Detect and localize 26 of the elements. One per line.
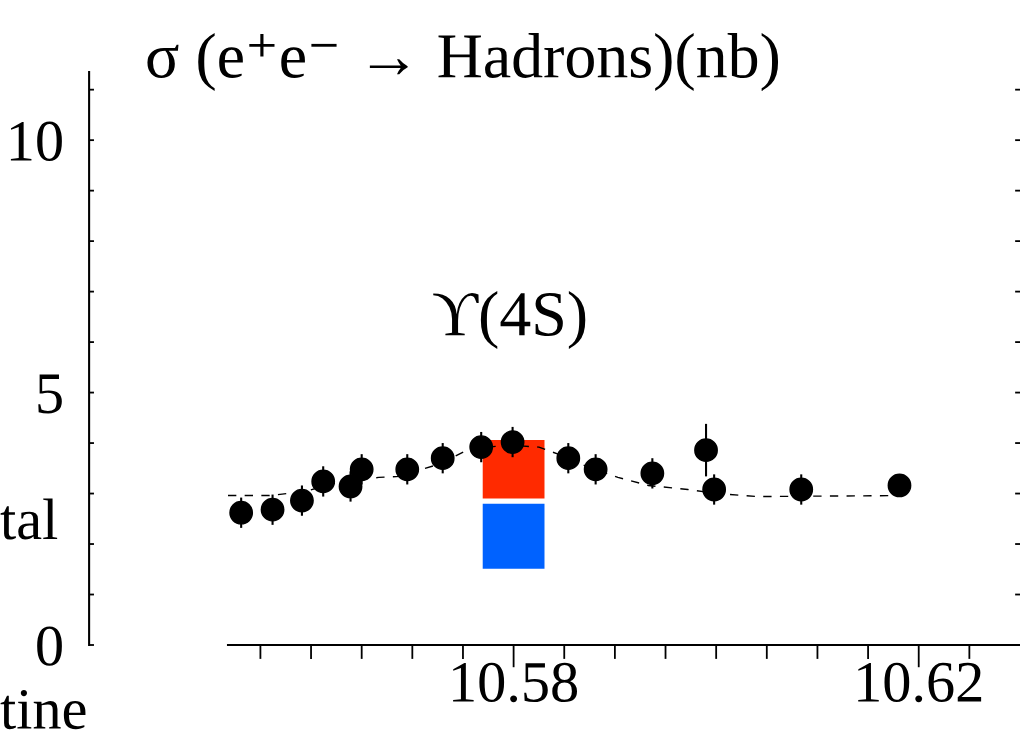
y-tick-label: 10 <box>10 121 62 161</box>
point <box>338 474 363 499</box>
x-tick-label: 10.62 <box>858 662 982 703</box>
point <box>229 500 254 525</box>
point <box>395 457 420 482</box>
y-tick-label: 5 <box>38 374 62 414</box>
text: tine <box>0 689 86 730</box>
text: tal <box>0 498 58 540</box>
point <box>469 435 494 459</box>
point <box>290 488 314 513</box>
point <box>789 477 814 502</box>
point <box>500 430 525 454</box>
point <box>702 477 727 502</box>
point <box>430 446 455 471</box>
point <box>260 497 285 522</box>
point <box>311 469 336 494</box>
point <box>349 457 374 482</box>
point <box>694 438 718 463</box>
annotation: ϒ(4S) <box>433 291 586 349</box>
point <box>556 446 581 471</box>
chart-title: σ (e⁺e⁻ → Hadrons)(nb) <box>147 33 779 91</box>
x-tick-label: 10.58 <box>453 662 578 703</box>
point <box>640 461 665 486</box>
point <box>887 473 912 498</box>
y-tick-label: 0 <box>37 626 62 666</box>
point <box>583 457 608 482</box>
